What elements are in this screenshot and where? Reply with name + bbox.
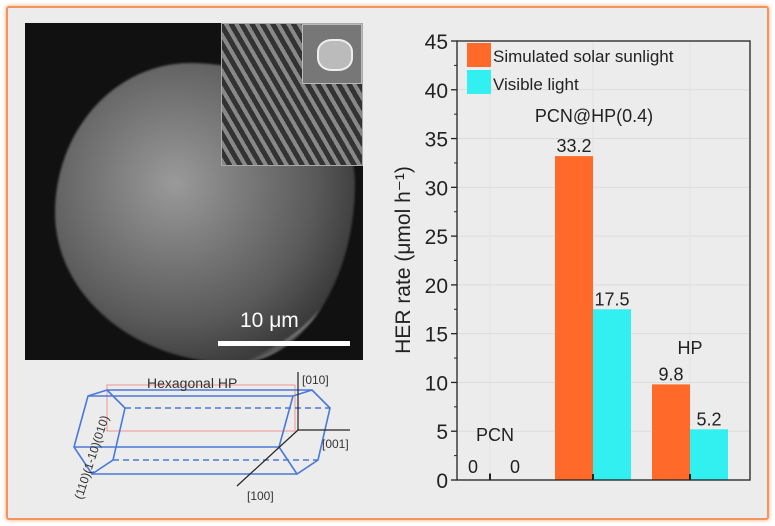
- legend-label-solar: Simulated solar sunlight: [493, 47, 674, 66]
- data-label: 9.8: [658, 364, 683, 384]
- scale-label: 10 μm: [240, 309, 299, 332]
- legend-swatch-solar: [467, 43, 491, 67]
- bar-visible: [690, 429, 728, 480]
- bar-solar: [652, 384, 690, 480]
- category-label-pcn: PCN: [476, 425, 514, 445]
- y-tick-label: 15: [425, 324, 448, 347]
- hexagonal-crosssection: [317, 39, 353, 71]
- bar-solar: [555, 156, 593, 481]
- hexagonal-prism: [73, 389, 331, 476]
- y-tick-label: 30: [425, 177, 448, 200]
- legend-label-visible: Visible light: [493, 75, 579, 94]
- bars: [555, 156, 728, 481]
- y-tick-label: 5: [436, 421, 448, 444]
- y-axis-label: HER rate (μmol h⁻¹): [392, 166, 415, 354]
- y-tick-label: 40: [425, 80, 448, 103]
- faces-label: (110)(1-10)(010): [72, 414, 112, 501]
- crystal-title: Hexagonal HP: [147, 375, 237, 391]
- data-label: 0: [468, 457, 478, 477]
- scale-bar: [218, 341, 350, 346]
- separator-comma: ,: [488, 462, 492, 479]
- crystal-diagram: Hexagonal HP [010] [001] [100] (110)(1-1…: [72, 372, 350, 503]
- data-label: 5.2: [696, 409, 721, 429]
- category-label-hp: HP: [677, 338, 702, 358]
- data-label: 17.5: [594, 289, 629, 309]
- data-labels: 0 0 33.2 17.5 9.8 5.2,: [468, 136, 722, 479]
- y-tick-label: 35: [425, 129, 448, 152]
- data-label: 33.2: [556, 136, 591, 156]
- axis-001-label: [001]: [322, 437, 349, 451]
- y-tick-label: 10: [425, 372, 448, 395]
- sem-inset-cross-section: [302, 24, 362, 84]
- y-tick-label: 0: [436, 470, 448, 493]
- y-tick-label: 45: [425, 31, 448, 54]
- y-tick-label: 20: [425, 275, 448, 298]
- axis-010-label: [010]: [302, 373, 329, 387]
- data-label: 0: [510, 457, 520, 477]
- sem-image: 10 μm: [25, 23, 363, 360]
- bar-visible: [593, 309, 631, 480]
- axes: [236, 372, 350, 487]
- legend-swatch-visible: [467, 70, 491, 94]
- sem-inset-magnified: [221, 23, 363, 166]
- y-tick-label: 25: [425, 226, 448, 249]
- axis-100-label: [100]: [247, 489, 274, 503]
- category-label-pcn-hp: PCN@HP(0.4): [535, 106, 653, 126]
